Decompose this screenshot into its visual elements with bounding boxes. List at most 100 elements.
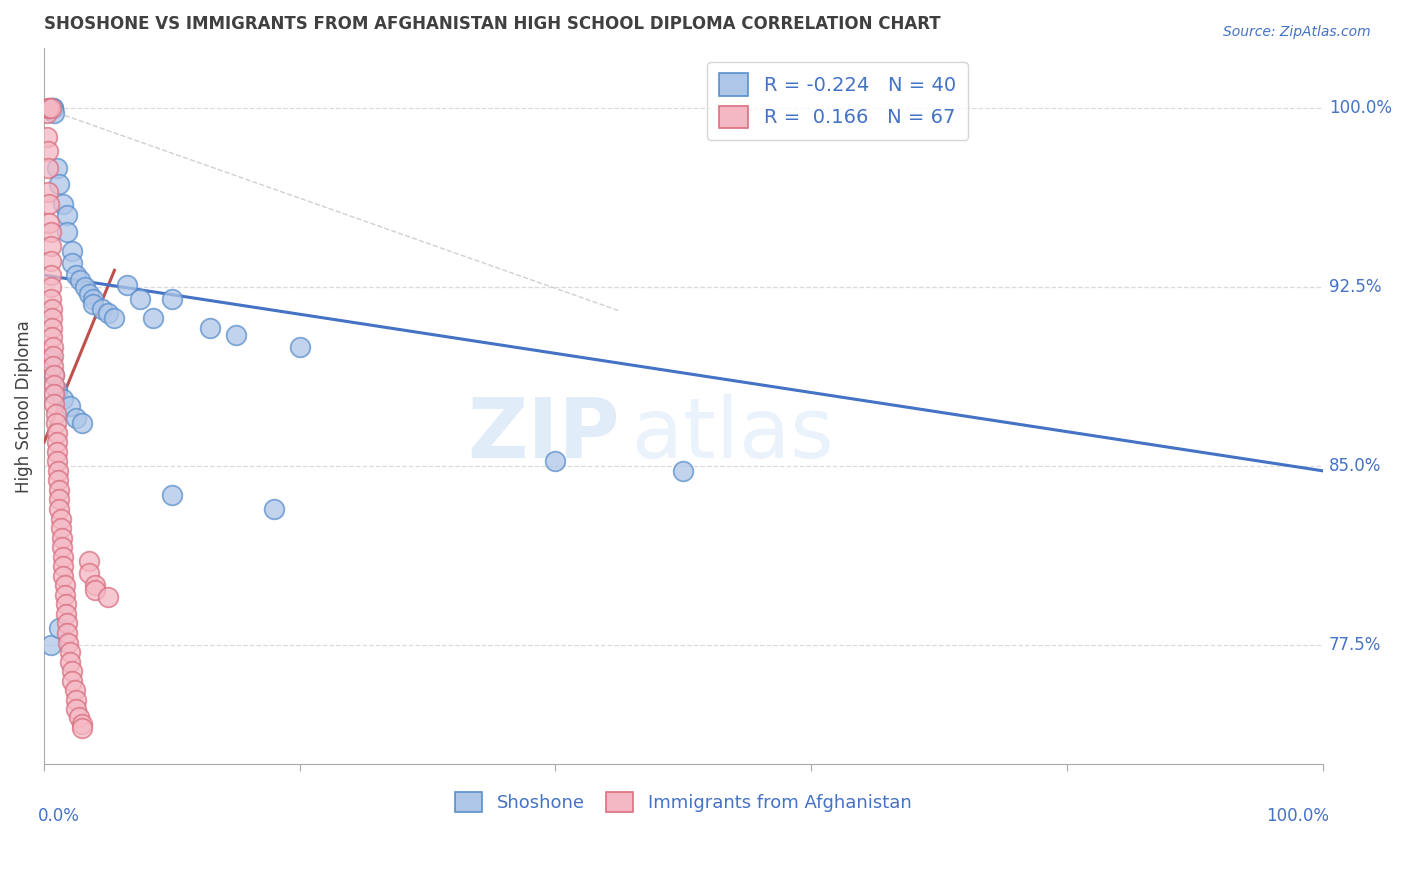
Text: 100.0%: 100.0% (1329, 99, 1392, 117)
Point (44, 397, 66, 411)
Point (97, 306, 120, 320)
Legend: Shoshone, Immigrants from Afghanistan: Shoshone, Immigrants from Afghanistan (449, 784, 918, 820)
Point (46, 464, 69, 478)
Point (38, 196, 60, 211)
Point (67, 709, 90, 723)
Point (35, 129, 58, 144)
Point (77, 554, 100, 568)
Point (52, 392, 75, 407)
Point (288, 340, 311, 354)
Text: 85.0%: 85.0% (1329, 457, 1381, 475)
Text: SHOSHONE VS IMMIGRANTS FROM AFGHANISTAN HIGH SCHOOL DIPLOMA CORRELATION CHART: SHOSHONE VS IMMIGRANTS FROM AFGHANISTAN … (44, 15, 941, 33)
Point (263, 502, 285, 516)
Point (56, 616, 79, 631)
Point (45, 425, 67, 440)
Point (51, 540, 73, 554)
Point (37, 185, 59, 199)
Point (39, 638, 62, 652)
Point (39, 239, 62, 253)
Point (48, 492, 70, 507)
Point (160, 488, 183, 502)
Point (45, 435, 67, 450)
Point (37, 144, 59, 158)
Point (73, 280, 96, 294)
Point (90, 301, 112, 316)
Point (52, 549, 75, 564)
Point (44, 368, 66, 383)
Point (115, 277, 138, 292)
Point (42, 359, 65, 373)
Point (44, 377, 66, 392)
Point (38, 101, 60, 115)
Point (65, 693, 87, 707)
Point (53, 588, 76, 602)
Point (45, 416, 67, 430)
Point (60, 673, 83, 688)
Point (225, 327, 247, 342)
Point (65, 702, 87, 716)
Point (39, 101, 62, 115)
Point (38, 216, 60, 230)
Point (65, 411, 87, 425)
Text: 92.5%: 92.5% (1329, 278, 1382, 296)
Point (39, 292, 62, 306)
Point (46, 473, 69, 487)
Point (39, 351, 62, 366)
Point (44, 106, 66, 120)
Point (72, 722, 94, 736)
Point (39, 225, 62, 239)
Point (42, 349, 65, 363)
Point (49, 511, 72, 525)
Point (52, 196, 75, 211)
Point (60, 244, 83, 259)
Point (672, 464, 695, 478)
Point (59, 645, 82, 659)
Point (51, 531, 73, 545)
Point (200, 320, 222, 334)
Point (59, 400, 82, 414)
Point (39, 268, 62, 282)
Point (56, 626, 79, 640)
Point (45, 454, 67, 468)
Text: Source: ZipAtlas.com: Source: ZipAtlas.com (1223, 25, 1371, 39)
Text: 100.0%: 100.0% (1265, 807, 1329, 825)
Point (72, 716, 94, 731)
Point (97, 591, 120, 605)
Point (160, 292, 183, 306)
Point (44, 368, 66, 383)
Point (56, 225, 79, 239)
Point (44, 387, 66, 401)
Text: ZIP: ZIP (467, 394, 620, 475)
Point (103, 311, 125, 326)
Point (55, 607, 77, 621)
Point (42, 340, 65, 354)
Point (60, 664, 83, 678)
Point (42, 101, 65, 115)
Text: atlas: atlas (633, 394, 834, 475)
Point (55, 598, 77, 612)
Point (59, 655, 82, 669)
Text: 0.0%: 0.0% (38, 807, 80, 825)
Point (41, 330, 63, 344)
Y-axis label: High School Diploma: High School Diploma (15, 320, 32, 492)
Point (52, 559, 75, 574)
Point (82, 297, 104, 311)
Point (84, 583, 107, 598)
Point (37, 101, 59, 115)
Point (58, 635, 80, 649)
Point (65, 268, 87, 282)
Point (142, 311, 165, 326)
Point (45, 407, 67, 421)
Point (41, 320, 63, 334)
Point (69, 273, 91, 287)
Point (41, 311, 63, 326)
Point (39, 280, 62, 294)
Point (45, 161, 67, 175)
Point (53, 578, 76, 592)
Point (48, 502, 70, 516)
Point (84, 578, 107, 592)
Point (60, 256, 83, 270)
Point (41, 301, 63, 316)
Point (42, 101, 65, 115)
Point (52, 568, 75, 582)
